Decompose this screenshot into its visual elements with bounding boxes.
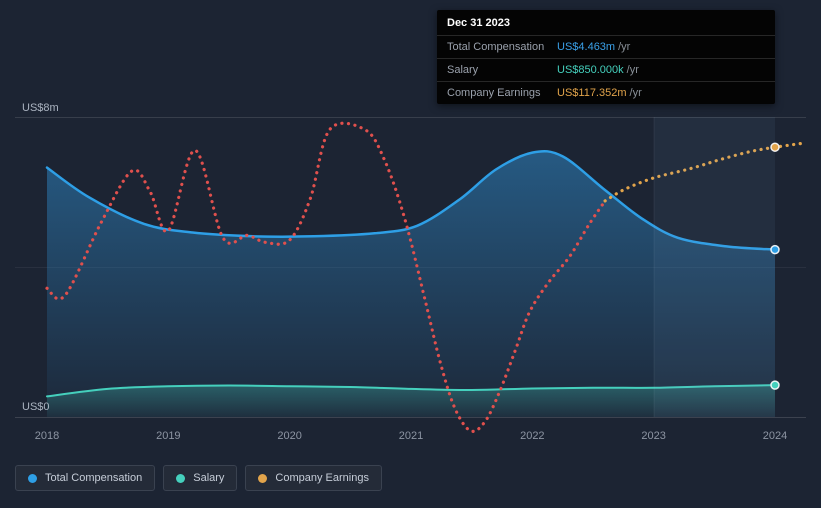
x-tick-label-2023: 2023: [641, 430, 666, 442]
x-tick-label-2019: 2019: [156, 430, 181, 442]
legend-item-company-earnings[interactable]: Company Earnings: [245, 465, 382, 491]
tooltip-row-salary: Salary US$850.000k /yr: [437, 58, 775, 81]
legend-label: Company Earnings: [275, 472, 369, 484]
x-tick-label-2024: 2024: [762, 430, 788, 442]
highlight-band: [653, 117, 775, 417]
tooltip-label: Total Compensation: [447, 41, 545, 53]
tooltip-unit: /yr: [618, 41, 631, 53]
x-tick-label-2018: 2018: [34, 430, 60, 442]
tooltip-label: Salary: [447, 64, 479, 76]
chart-tooltip: Dec 31 2023 Total Compensation US$4.463m…: [437, 10, 775, 104]
series-dotted-past-2: [45, 121, 607, 433]
y-axis-label-bottom: US$0: [22, 401, 50, 413]
series-end-marker-1: [770, 380, 780, 390]
tooltip-value: US$4.463m: [557, 41, 616, 53]
legend-item-total-compensation[interactable]: Total Compensation: [15, 465, 156, 491]
legend-dot-icon: [258, 473, 268, 483]
series-area-0: [47, 151, 775, 418]
legend-dot-icon: [28, 473, 37, 483]
tooltip-unit: /yr: [629, 87, 642, 99]
x-tick-label-2021: 2021: [398, 430, 424, 442]
x-tick-label-2020: 2020: [277, 430, 302, 442]
legend-dot-icon: [176, 473, 186, 483]
tooltip-unit: /yr: [626, 64, 639, 76]
series-line-1: [46, 384, 776, 398]
series-end-marker-0: [770, 244, 780, 255]
legend-label: Salary: [193, 472, 225, 484]
y-axis-label-top: US$8m: [22, 102, 59, 114]
tooltip-row-company-earnings: Company Earnings US$117.352m /yr: [437, 81, 775, 104]
tooltip-value: US$117.352m: [557, 87, 627, 99]
series-end-marker-2: [770, 142, 780, 152]
chart-legend: Total Compensation Salary Company Earnin…: [15, 465, 382, 491]
legend-label: Total Compensation: [45, 472, 143, 484]
tooltip-date: Dec 31 2023: [447, 17, 510, 29]
tooltip-row-total-compensation: Total Compensation US$4.463m /yr: [437, 35, 775, 58]
series-line-0: [45, 149, 777, 251]
series-area-1: [47, 385, 775, 417]
tooltip-label: Company Earnings: [447, 87, 541, 99]
legend-item-salary[interactable]: Salary: [163, 465, 238, 491]
x-tick-label-2022: 2022: [520, 430, 545, 442]
tooltip-value: US$850.000k: [557, 64, 624, 76]
